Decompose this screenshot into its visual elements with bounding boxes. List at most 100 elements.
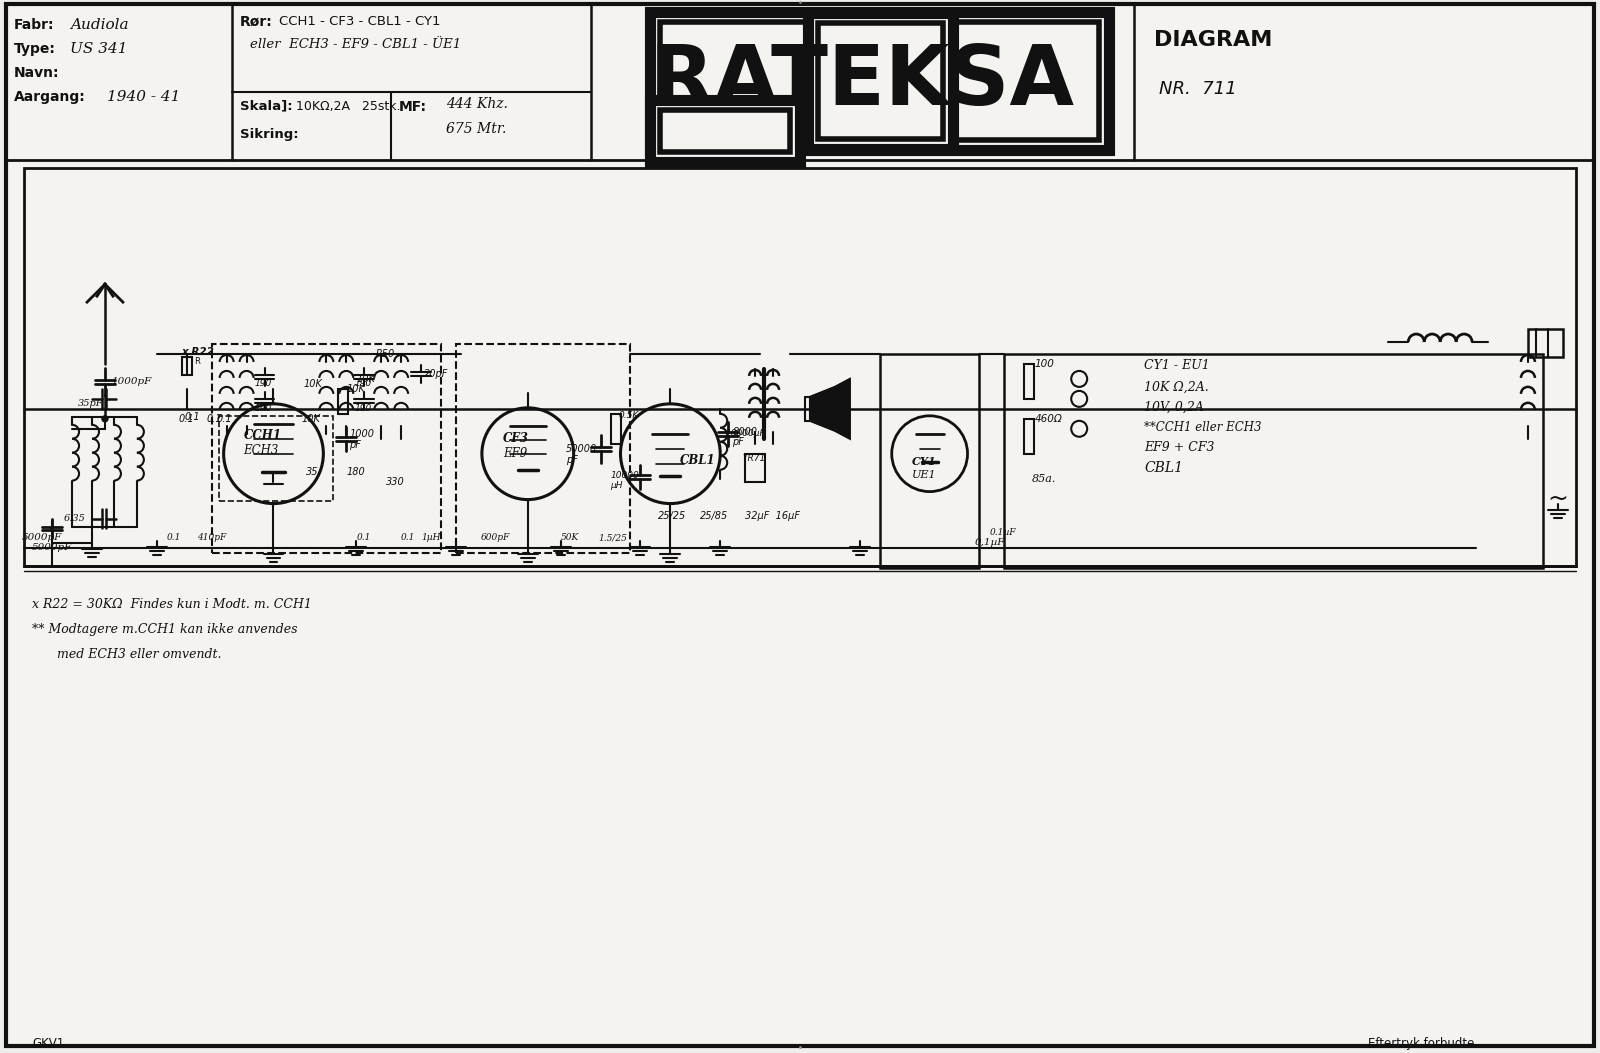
Text: 0.1: 0.1 <box>184 412 200 422</box>
Text: 0.1: 0.1 <box>179 414 194 423</box>
Bar <box>219 416 333 500</box>
Bar <box>661 22 1099 140</box>
Text: CY1: CY1 <box>912 456 936 466</box>
Text: CF3: CF3 <box>502 432 528 444</box>
Text: Audiola: Audiola <box>70 18 128 32</box>
Text: 190: 190 <box>354 404 371 413</box>
Text: MF:: MF: <box>398 100 427 114</box>
Text: 10KΩ,2A   25stk.: 10KΩ,2A 25stk. <box>296 100 402 113</box>
Text: 0.5K: 0.5K <box>619 411 638 420</box>
Text: RATEKSA: RATEKSA <box>650 41 1075 122</box>
Text: Type:: Type: <box>14 42 56 56</box>
Bar <box>456 344 630 554</box>
Text: 25/85: 25/85 <box>701 511 728 520</box>
Text: ** Modtagere m.CCH1 kan ikke anvendes: ** Modtagere m.CCH1 kan ikke anvendes <box>32 623 298 636</box>
Text: R50: R50 <box>376 349 395 359</box>
Text: EF9: EF9 <box>502 446 526 460</box>
Text: 190: 190 <box>354 379 371 388</box>
Text: 0.1µF: 0.1µF <box>989 529 1016 537</box>
Text: 25/25: 25/25 <box>659 511 686 520</box>
Text: µH: µH <box>611 480 622 490</box>
Text: 1940 - 41: 1940 - 41 <box>107 90 181 104</box>
Bar <box>211 344 442 554</box>
Text: 1.5/25: 1.5/25 <box>598 534 627 542</box>
Bar <box>24 167 1576 567</box>
Text: 10000µH: 10000µH <box>725 429 766 438</box>
Bar <box>818 23 942 139</box>
Text: 35: 35 <box>307 466 318 477</box>
Bar <box>1005 354 1542 569</box>
Text: 8000: 8000 <box>733 426 757 437</box>
Text: med ECH3 eller omvendt.: med ECH3 eller omvendt. <box>58 649 222 661</box>
Text: 0.1: 0.1 <box>402 534 416 542</box>
Bar <box>651 100 800 161</box>
Text: US 341: US 341 <box>70 42 128 56</box>
Text: 0,1µF: 0,1µF <box>974 538 1005 548</box>
Bar <box>880 354 979 569</box>
Text: TR71: TR71 <box>742 454 765 462</box>
Text: Skala]:: Skala]: <box>240 100 293 113</box>
Text: ECH3: ECH3 <box>243 443 278 457</box>
Text: 50K: 50K <box>560 534 579 542</box>
Text: Fabr:: Fabr: <box>14 18 54 32</box>
Text: 1000: 1000 <box>349 429 374 439</box>
Text: 32µF  16µF: 32µF 16µF <box>746 511 800 520</box>
Bar <box>808 13 952 148</box>
Text: R: R <box>194 357 200 366</box>
Text: x R22: x R22 <box>182 347 214 357</box>
Bar <box>661 110 790 152</box>
Text: x R22 = 30KΩ  Findes kun i Modt. m. CCH1: x R22 = 30KΩ Findes kun i Modt. m. CCH1 <box>32 598 312 612</box>
Text: 85a.: 85a. <box>1032 474 1056 483</box>
Text: 0.1: 0.1 <box>206 414 222 423</box>
Text: 600pF: 600pF <box>482 534 510 542</box>
Text: **CCH1 eller ECH3: **CCH1 eller ECH3 <box>1144 421 1261 434</box>
Text: pF: pF <box>349 440 362 450</box>
Text: 675 Mtr.: 675 Mtr. <box>446 122 506 136</box>
Bar <box>611 414 621 443</box>
Text: 190: 190 <box>254 379 272 388</box>
Text: 5000pF: 5000pF <box>32 543 72 553</box>
Text: 6.35: 6.35 <box>64 514 86 522</box>
Polygon shape <box>810 379 850 439</box>
Text: 0.1: 0.1 <box>357 534 371 542</box>
Bar <box>1528 330 1563 357</box>
Text: EF9 + CF3: EF9 + CF3 <box>1144 441 1214 454</box>
Text: Sikring:: Sikring: <box>240 127 298 141</box>
Text: 5000pF: 5000pF <box>22 534 62 542</box>
Text: CY1 - EU1: CY1 - EU1 <box>1144 359 1210 372</box>
Text: 0.1: 0.1 <box>166 534 181 542</box>
Text: pF: pF <box>566 455 578 464</box>
Text: pF: pF <box>733 437 744 446</box>
Text: Aargang:: Aargang: <box>14 90 86 104</box>
Text: CCH1: CCH1 <box>243 429 282 442</box>
Bar <box>182 357 192 375</box>
Text: 50000: 50000 <box>566 443 597 454</box>
Text: 20pF: 20pF <box>424 369 448 379</box>
Text: 10K: 10K <box>346 384 365 394</box>
Text: ~: ~ <box>1547 486 1568 511</box>
Text: 10000: 10000 <box>611 471 640 480</box>
Text: 1000pF: 1000pF <box>110 377 152 386</box>
Text: UE1: UE1 <box>912 470 936 480</box>
Text: Navn:: Navn: <box>14 66 59 80</box>
Text: 410pF: 410pF <box>197 534 226 542</box>
Text: 35pF: 35pF <box>78 399 104 408</box>
Text: 180: 180 <box>346 466 365 477</box>
Bar <box>651 12 1109 150</box>
Text: 10K: 10K <box>301 414 320 423</box>
Text: 10V, 0,2A: 10V, 0,2A <box>1144 401 1203 414</box>
Text: 330: 330 <box>386 477 405 486</box>
Text: 10K: 10K <box>357 374 374 384</box>
Bar <box>1024 419 1034 454</box>
Text: CBL1: CBL1 <box>1144 461 1182 475</box>
Text: CBL1: CBL1 <box>680 454 715 466</box>
Text: DIAGRAM: DIAGRAM <box>1154 29 1272 49</box>
Text: 460Ω: 460Ω <box>1034 414 1062 423</box>
Text: Rør:: Rør: <box>240 15 272 28</box>
Text: 10K: 10K <box>304 379 322 389</box>
Text: 10K Ω,2A.: 10K Ω,2A. <box>1144 381 1208 394</box>
Text: 100: 100 <box>1034 359 1054 369</box>
Text: NR.  711: NR. 711 <box>1158 80 1237 98</box>
Bar <box>338 389 349 414</box>
Bar <box>746 454 765 481</box>
